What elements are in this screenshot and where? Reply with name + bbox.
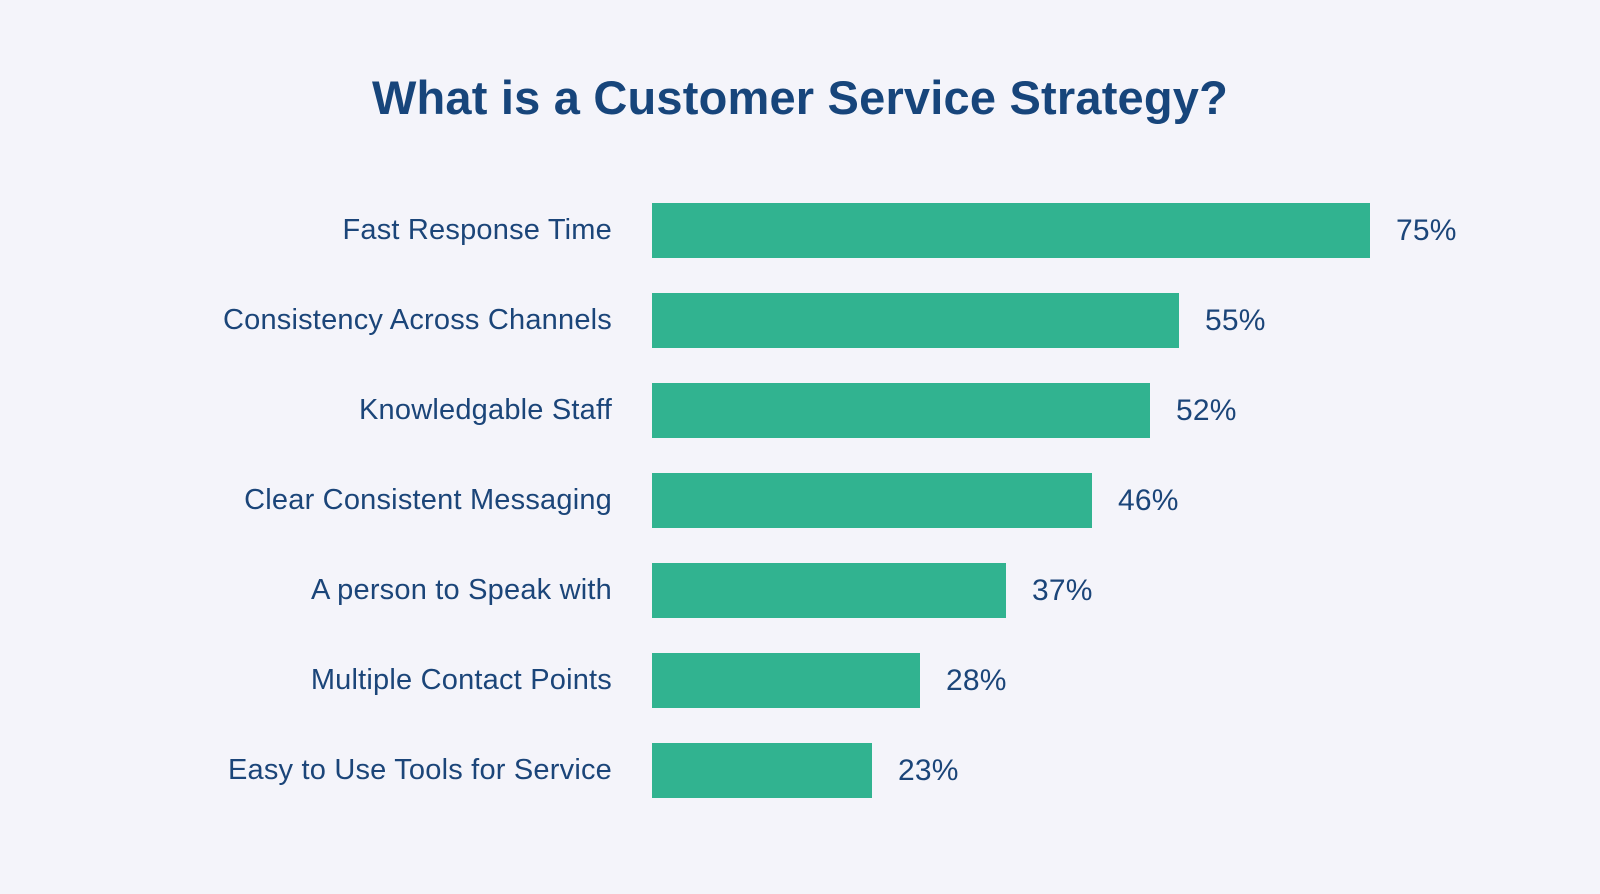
bar-track: 46% [652, 473, 1600, 529]
category-label: Clear Consistent Messaging [244, 484, 612, 517]
bar [652, 293, 1179, 349]
bar-track: 28% [652, 653, 1600, 709]
bar-track: 55% [652, 293, 1600, 349]
chart-row: Clear Consistent Messaging 46% [0, 456, 1600, 546]
bar [652, 383, 1150, 439]
bar [652, 743, 872, 799]
category-label: Consistency Across Channels [222, 304, 612, 337]
bar [652, 473, 1092, 529]
chart-row: Knowledgable Staff 52% [0, 366, 1600, 456]
value-label: 37% [1032, 573, 1093, 607]
category-label: A person to Speak with [310, 574, 612, 607]
bar-chart: Fast Response Time 75% Consistency Acros… [0, 186, 1600, 816]
value-label: 55% [1205, 303, 1266, 337]
chart-row: Fast Response Time 75% [0, 186, 1600, 276]
chart-row: Multiple Contact Points 28% [0, 636, 1600, 726]
category-label: Fast Response Time [342, 214, 612, 247]
bar [652, 203, 1370, 259]
category-label: Multiple Contact Points [310, 664, 612, 697]
category-label: Knowledgable Staff [359, 394, 612, 427]
chart-title: What is a Customer Service Strategy? [371, 71, 1229, 124]
value-label: 75% [1396, 213, 1457, 247]
value-label: 28% [946, 663, 1007, 697]
bar [652, 563, 1006, 619]
chart-row: Consistency Across Channels 55% [0, 276, 1600, 366]
value-label: 46% [1118, 483, 1179, 517]
chart-row: Easy to Use Tools for Service 23% [0, 726, 1600, 816]
chart-row: A person to Speak with 37% [0, 546, 1600, 636]
bar [652, 653, 920, 709]
bar-track: 37% [652, 563, 1600, 619]
bar-track: 52% [652, 383, 1600, 439]
category-label: Easy to Use Tools for Service [227, 754, 612, 787]
value-label: 52% [1176, 393, 1237, 427]
value-label: 23% [898, 753, 959, 787]
bar-track: 75% [652, 203, 1600, 259]
bar-track: 23% [652, 743, 1600, 799]
